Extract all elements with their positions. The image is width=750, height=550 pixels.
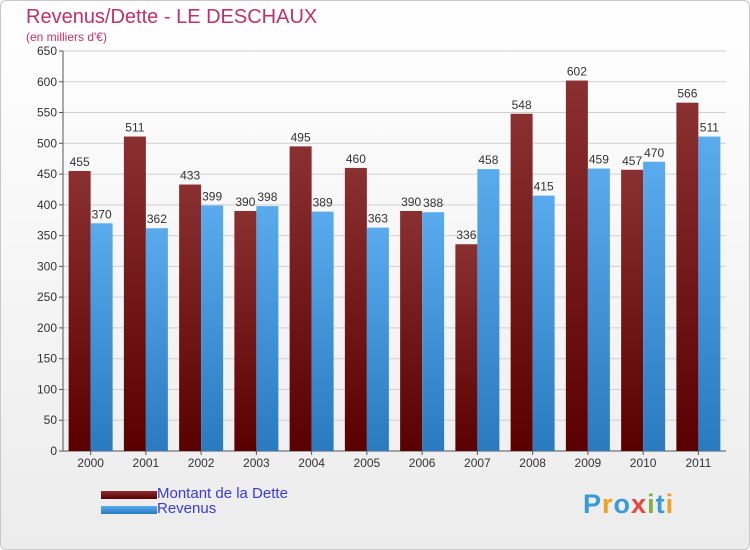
x-tick-label: 2009 [575,456,602,470]
x-tick-label: 2008 [519,456,546,470]
y-tick-label: 400 [37,198,57,212]
bar-revenus [422,212,445,451]
chart-title: Revenus/Dette - LE DESCHAUX [26,6,318,28]
y-tick-label: 650 [37,44,57,58]
bar-dette [510,113,533,452]
x-tick-label: 2005 [354,456,381,470]
bar-revenus [201,205,224,451]
data-label-dette: 390 [235,195,255,209]
data-label-revenus: 415 [534,180,554,194]
data-label-revenus: 459 [589,153,609,167]
data-label-dette: 433 [180,169,200,183]
bar-revenus [477,169,500,451]
legend-swatch-revenus [101,506,157,514]
bar-dette [234,211,257,451]
chart-subtitle: (en milliers d'€) [26,30,107,44]
y-tick-label: 450 [37,167,57,181]
logo-letter: i [665,489,675,519]
data-label-dette: 460 [346,152,366,166]
data-label-dette: 457 [622,154,642,168]
bar-revenus [145,228,168,451]
y-tick-label: 600 [37,75,57,89]
logo-letter: P [583,489,603,519]
data-label-dette: 602 [567,65,587,79]
x-tick-label: 2000 [77,456,104,470]
y-tick-label: 50 [44,413,58,427]
data-label-revenus: 458 [478,153,498,167]
data-label-revenus: 363 [368,212,388,226]
data-label-revenus: 398 [257,190,277,204]
bar-revenus [90,223,113,451]
data-label-dette: 455 [70,155,90,169]
proxiti-logo: Proxiti [583,489,674,520]
y-tick-label: 250 [37,290,57,304]
data-label-dette: 548 [512,98,532,112]
legend-label-dette: Montant de la Dette [157,485,288,502]
bar-dette [68,171,91,451]
bar-revenus [256,206,279,451]
bar-revenus [643,161,666,451]
bar-dette [676,102,699,451]
bar-revenus [587,168,610,452]
legend-label-revenus: Revenus [157,500,217,517]
data-label-revenus: 362 [147,212,167,226]
data-label-revenus: 388 [423,196,443,210]
x-tick-label: 2002 [188,456,215,470]
data-label-revenus: 470 [644,146,664,160]
x-tick-label: 2011 [685,456,711,470]
x-tick-label: 2010 [630,456,657,470]
data-label-revenus: 370 [92,207,112,221]
bar-dette [400,211,423,451]
y-tick-label: 350 [37,229,57,243]
logo-letter: r [602,489,614,519]
y-tick-label: 100 [37,382,57,396]
data-label-dette: 336 [456,228,476,242]
x-tick-label: 2004 [298,456,325,470]
logo-letter: t [655,489,666,519]
x-tick-label: 2007 [464,456,491,470]
logo-letter: x [631,489,648,519]
bar-dette [455,244,478,451]
data-label-revenus: 399 [202,189,222,203]
y-tick-label: 200 [37,321,57,335]
logo-letter: o [613,489,632,519]
y-tick-label: 150 [37,352,57,366]
x-tick-label: 2001 [133,456,160,470]
data-label-dette: 390 [401,195,421,209]
y-tick-label: 500 [37,136,57,150]
bar-dette [179,184,202,452]
data-label-dette: 495 [291,130,311,144]
data-label-dette: 566 [677,87,697,101]
bar-dette [565,80,588,452]
bar-revenus [311,211,334,451]
y-tick-label: 550 [37,106,57,120]
data-label-dette: 511 [125,121,144,135]
logo-letter: i [647,489,656,519]
y-tick-label: 0 [50,444,57,458]
bar-dette [344,167,367,451]
bar-dette [289,146,312,451]
y-tick-label: 300 [37,259,57,273]
data-label-revenus: 511 [700,121,719,135]
bar-dette [621,169,644,451]
x-tick-label: 2006 [409,456,436,470]
bar-revenus [532,195,555,451]
bar-revenus [366,227,389,451]
bar-dette [123,136,146,452]
bar-revenus [698,136,721,452]
x-tick-label: 2003 [243,456,270,470]
data-label-revenus: 389 [313,196,333,210]
legend-swatch-dette [101,491,157,499]
